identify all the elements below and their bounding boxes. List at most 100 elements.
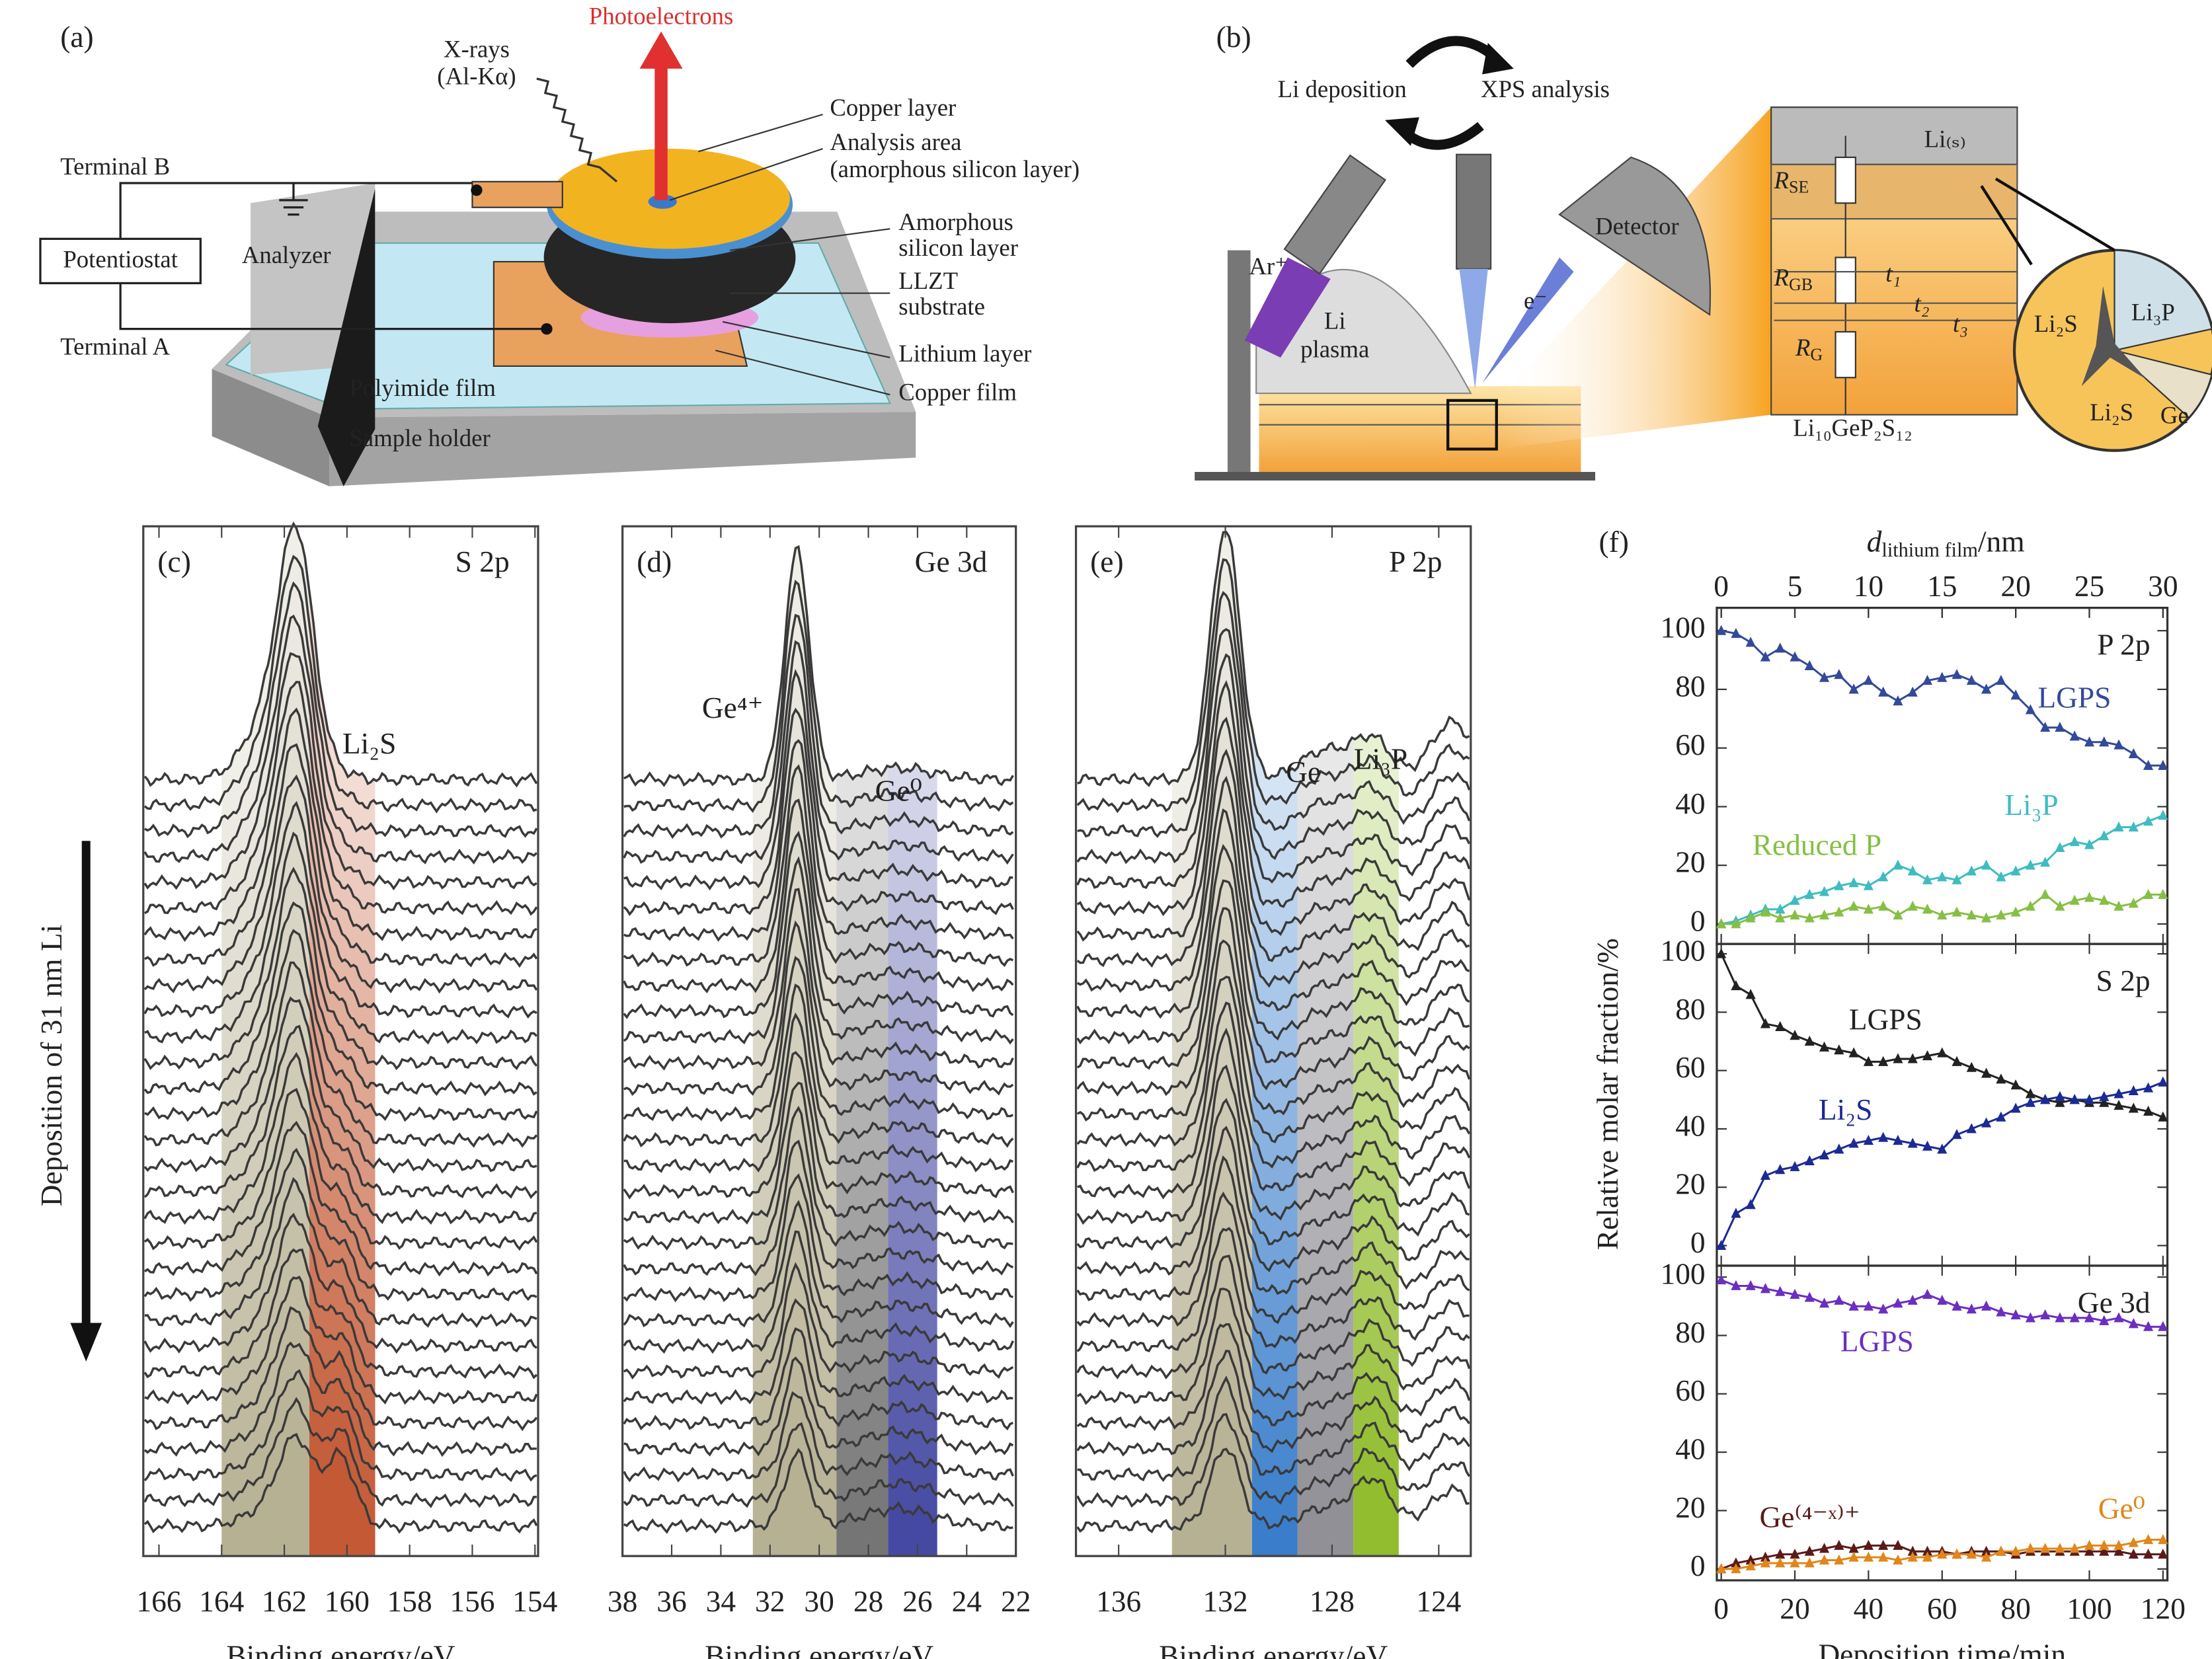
diagram-a: (a) Photoelectrons X-rays (Al-Kα) Copper… (39, 3, 1080, 486)
data-point (2113, 1539, 2124, 1550)
data-point (1937, 672, 1948, 682)
data-point (1760, 1283, 1771, 1293)
x-tick-label: 30 (804, 1585, 834, 1618)
data-point (1745, 989, 1756, 999)
data-point (2010, 1545, 2021, 1556)
data-point (1848, 1551, 1859, 1562)
data-point (2143, 759, 2154, 770)
resistor (1835, 330, 1856, 379)
data-point (1760, 1557, 1771, 1568)
data-point (1863, 904, 1874, 914)
data-point (1893, 695, 1903, 706)
spectrum-trace (1076, 558, 1470, 814)
x-tick-label: 162 (262, 1585, 307, 1618)
x-tick-label: 124 (1416, 1585, 1461, 1618)
arrow-head (70, 1323, 102, 1362)
data-point (2099, 1545, 2110, 1556)
annotation: Ge⁰ (875, 774, 922, 807)
label: LLZT (898, 267, 958, 294)
spectrum-trace (1076, 1227, 1470, 1353)
spectrum-trace (143, 1212, 537, 1354)
data-point (1716, 948, 1727, 958)
label: t₂ (1915, 289, 1930, 317)
zoom-cone (1496, 107, 1772, 449)
spectrum-trace (143, 1248, 537, 1379)
subplot: 0 20 40 60 80 100 0 5 10 15 20 25 30 dlithium film/nm… (1599, 525, 2178, 945)
spectrum-trace (1076, 843, 1470, 1045)
data-point (1966, 1303, 1977, 1314)
y-tick-label: 80 (1675, 670, 1705, 703)
data-point (2084, 1094, 2095, 1104)
data-point (2128, 898, 2139, 908)
zoom-line (1980, 185, 2033, 266)
resistor (1835, 256, 1856, 304)
spectrum-trace (144, 581, 538, 839)
spectrum-trace (1076, 1412, 1471, 1508)
x-tick-label: 40 (1854, 1592, 1883, 1625)
data-point (1760, 906, 1771, 917)
data-point (2113, 900, 2124, 911)
data-point (1937, 1549, 1948, 1559)
spectrum-trace (1076, 1001, 1471, 1173)
data-point (1966, 909, 1977, 920)
x2-tick-label: 10 (1854, 570, 1883, 603)
data-point (1981, 859, 1992, 870)
data-point (1878, 900, 1889, 911)
data-point (2143, 888, 2154, 900)
data-point (1893, 859, 1903, 870)
x2-tick-label: 15 (1927, 570, 1957, 603)
spectrum-trace (1076, 628, 1471, 865)
x-tick-label: 80 (2000, 1592, 2030, 1625)
band-fill (309, 1448, 375, 1557)
series-line (1720, 1081, 2164, 1247)
data-point (1981, 683, 1992, 694)
data-point (1745, 1199, 1756, 1210)
y-tick-label: 100 (1660, 611, 1705, 644)
terminal-a-dot (541, 323, 553, 335)
data-point (2025, 859, 2035, 870)
label: X-rays (444, 35, 510, 62)
y-tick-label: 60 (1675, 728, 1705, 761)
data-point (1922, 1289, 1933, 1299)
spectrum-trace (623, 1173, 1013, 1303)
x-axis-label: Binding energy/eV (226, 1639, 455, 1659)
spectrum-trace (143, 901, 537, 1097)
spectrum-trace (143, 521, 538, 788)
x-tick-label: 156 (450, 1585, 494, 1618)
series-label: LGPS (1849, 1003, 1922, 1036)
spectrum-trace (1077, 590, 1471, 838)
spectrum-trace (623, 856, 1014, 1045)
data-point (2099, 1091, 2110, 1101)
traces (143, 521, 538, 1557)
label: plasma (1300, 336, 1369, 363)
data-point (1731, 1280, 1741, 1290)
label: silicon layer (898, 234, 1018, 261)
data-point (1893, 1134, 1903, 1145)
data-point (2099, 1539, 2110, 1550)
data-point (1893, 1554, 1903, 1565)
spectrum-trace (623, 1012, 1013, 1174)
data-point (2010, 1309, 2021, 1320)
holder-side (329, 412, 916, 486)
data-point (1922, 674, 1933, 685)
data-point (1996, 909, 2006, 920)
x-tick-label: 26 (902, 1585, 932, 1618)
data-point (1819, 672, 1830, 682)
data-point (2025, 1097, 2035, 1107)
y-tick-label: 100 (1660, 935, 1705, 968)
spectrum-trace (623, 888, 1014, 1071)
data-point (2128, 1085, 2139, 1096)
arrow-head (1482, 42, 1514, 75)
data-point (2128, 748, 2139, 759)
data-point (1790, 1030, 1800, 1040)
data-point (1804, 1155, 1815, 1165)
ground (279, 182, 308, 216)
data-point (1981, 912, 1992, 923)
annotation: Li₃P (1354, 743, 1407, 776)
series-label: Li₃P (2004, 789, 2058, 822)
side-label: Deposition of 31 nm Li (35, 925, 68, 1206)
x-tick-label: 0 (1714, 1592, 1729, 1625)
data-point (2069, 1312, 2080, 1323)
data-point (2143, 815, 2154, 826)
